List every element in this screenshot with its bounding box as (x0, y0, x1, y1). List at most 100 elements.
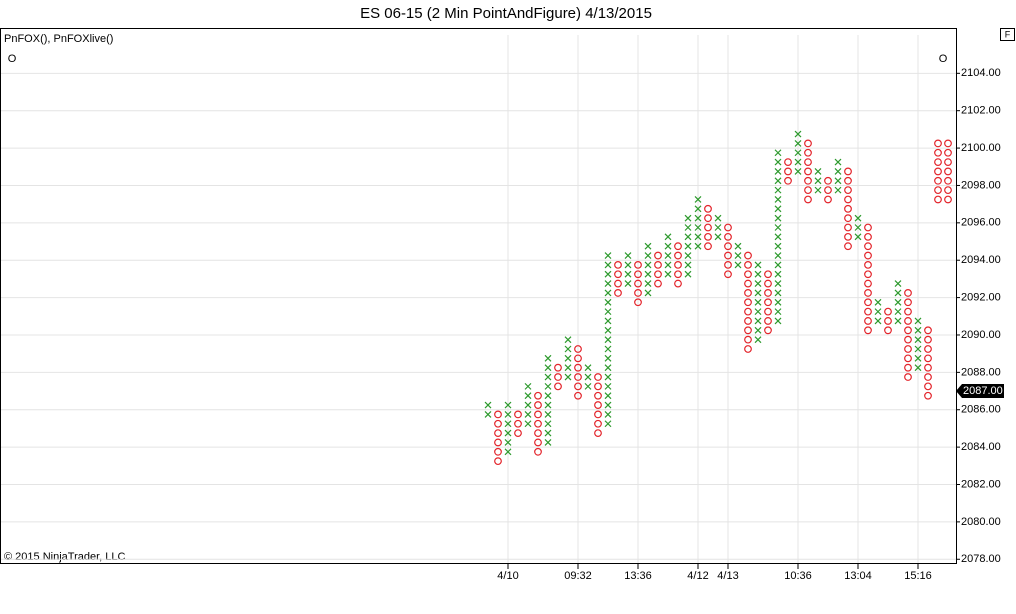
x-box (754, 336, 762, 344)
o-box (944, 148, 952, 157)
x-box (604, 345, 612, 353)
o-box (844, 204, 852, 213)
x-box (544, 410, 552, 418)
x-box (544, 429, 552, 437)
x-box (544, 373, 552, 381)
x-box (794, 168, 802, 175)
x-box (684, 252, 692, 259)
x-box (544, 439, 552, 446)
pnf-column (734, 242, 742, 269)
o-box (654, 251, 662, 260)
o-box (724, 242, 732, 251)
flag-box (1000, 28, 1015, 41)
o-box (804, 167, 812, 176)
x-box (754, 298, 762, 306)
x-box (484, 401, 492, 409)
x-box (894, 308, 902, 316)
x-box (694, 242, 702, 250)
pnf-column (564, 336, 572, 381)
x-box (854, 214, 862, 222)
pnf-column (774, 149, 782, 325)
pnf-column (624, 252, 632, 288)
x-box (544, 392, 552, 400)
x-box (644, 261, 652, 269)
o-box (864, 317, 872, 325)
o-box (864, 326, 872, 335)
pnf-column (584, 364, 592, 390)
o-box (724, 260, 732, 269)
x-box (754, 270, 762, 278)
o-box (574, 382, 582, 391)
o-box (594, 429, 602, 438)
o-box (884, 326, 892, 335)
o-box (654, 279, 662, 288)
x-box (694, 196, 702, 203)
o-box (534, 391, 542, 400)
x-box (914, 345, 922, 353)
x-box (874, 298, 882, 306)
x-box (504, 401, 512, 409)
x-box (694, 214, 702, 222)
x-box (644, 242, 652, 250)
o-box (494, 438, 502, 447)
o-box (924, 326, 932, 335)
x-box (894, 280, 902, 288)
o-box (934, 195, 942, 204)
x-box (604, 364, 612, 372)
x-box (584, 382, 592, 390)
x-box (914, 364, 922, 372)
x-box (774, 252, 782, 259)
o-box (634, 260, 642, 269)
o-box (594, 391, 602, 400)
pnf-column (884, 307, 892, 335)
pnf-column (944, 139, 952, 204)
x-box (624, 270, 632, 278)
o-box (764, 270, 772, 279)
o-box (864, 260, 872, 269)
o-box (674, 270, 682, 279)
o-box (674, 260, 682, 269)
o-box (534, 429, 542, 438)
o-box (614, 260, 622, 269)
x-tick-label: 10:36 (784, 570, 812, 582)
x-box (774, 308, 782, 316)
x-box (754, 308, 762, 316)
x-box (504, 429, 512, 437)
x-box (734, 242, 742, 250)
x-box (604, 280, 612, 288)
o-box (534, 447, 542, 456)
x-box (664, 270, 672, 278)
x-box (694, 224, 702, 231)
x-box (794, 130, 802, 138)
pnf-column (494, 410, 502, 466)
pnf-column (894, 280, 902, 325)
y-tick-label: 2102.00 (961, 105, 1001, 117)
o-box (944, 176, 952, 185)
o-box (844, 186, 852, 195)
o-box (864, 232, 872, 241)
o-box (924, 382, 932, 391)
x-box (814, 177, 822, 185)
x-box (604, 289, 612, 297)
pnf-column (674, 242, 682, 288)
o-box (804, 186, 812, 195)
x-box (584, 373, 592, 381)
o-box (744, 326, 752, 335)
x-box (754, 289, 762, 297)
pnf-column (694, 196, 702, 250)
pnf-column (514, 410, 522, 438)
o-box (864, 251, 872, 260)
x-box (774, 205, 782, 213)
y-tick-label: 2078.00 (961, 553, 1001, 565)
o-box (844, 242, 852, 251)
y-tick-label: 2086.00 (961, 404, 1001, 416)
y-tick-label: 2098.00 (961, 179, 1001, 191)
x-box (604, 326, 612, 334)
x-box (734, 261, 742, 269)
o-box (594, 410, 602, 419)
o-box (824, 176, 832, 185)
o-box (574, 363, 582, 372)
pnf-column (914, 317, 922, 372)
x-box (774, 158, 782, 166)
pnf-column (714, 214, 722, 241)
